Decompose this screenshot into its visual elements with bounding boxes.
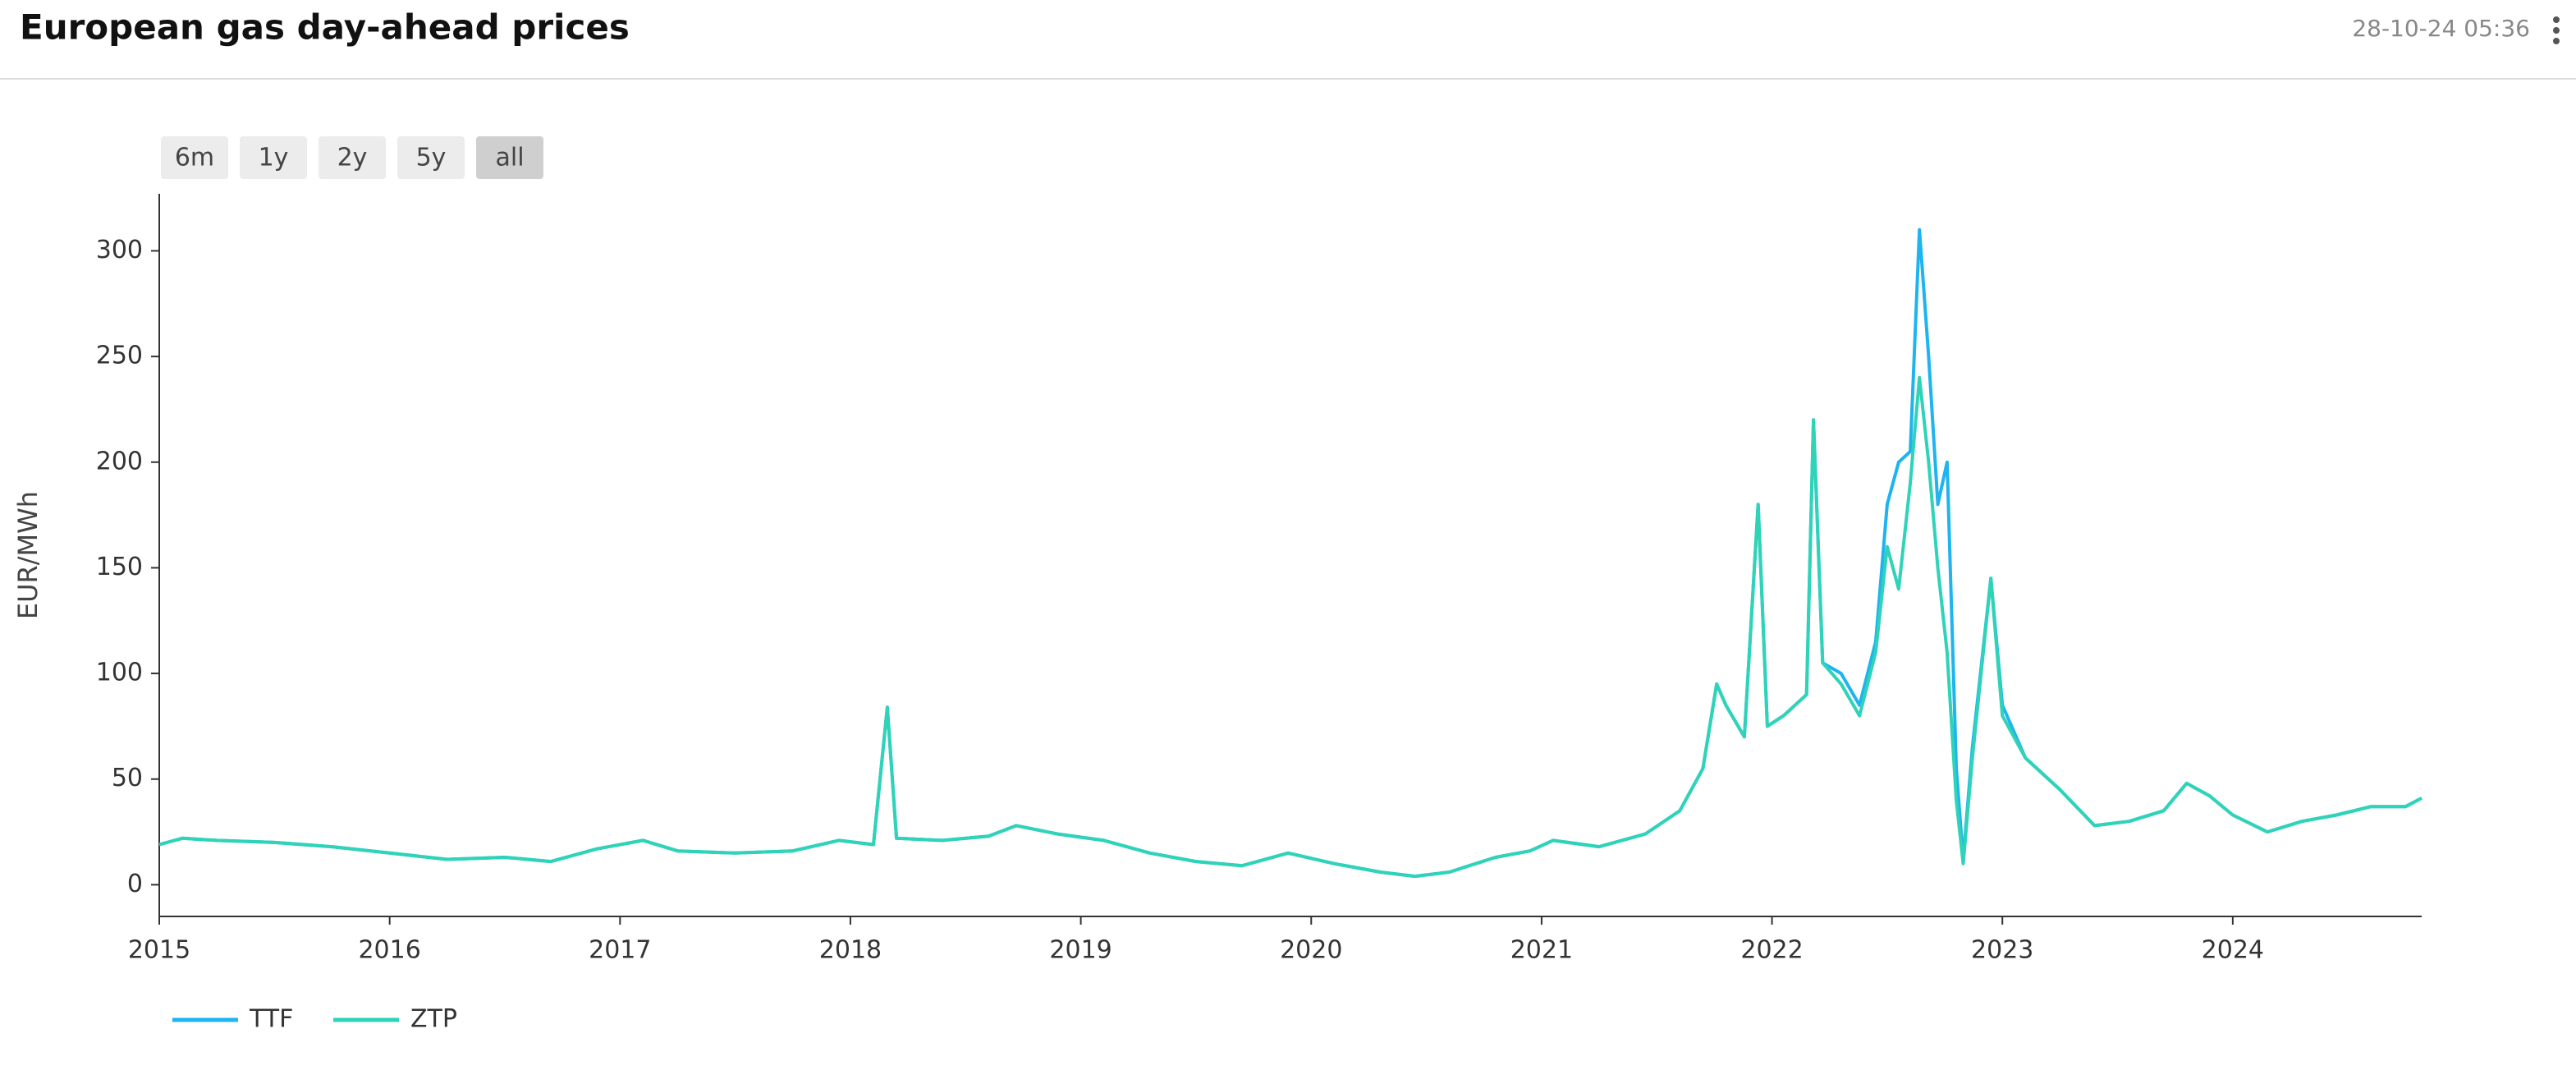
y-tick-label: 200	[96, 447, 143, 475]
x-tick-label: 2021	[1510, 936, 1573, 965]
y-tick-label: 150	[96, 553, 143, 581]
legend: TTF ZTP	[172, 1005, 457, 1034]
range-button-label[interactable]: all	[495, 144, 524, 172]
x-tick-label: 2015	[128, 936, 190, 965]
legend-label: TTF	[249, 1005, 293, 1034]
range-button[interactable]	[476, 136, 543, 179]
y-tick-label: 0	[127, 870, 143, 898]
x-tick-label: 2017	[589, 936, 651, 965]
timestamp: 28-10-24 05:36	[2352, 15, 2530, 42]
y-axis-label: EUR/MWh	[12, 491, 44, 619]
x-tick-label: 2020	[1280, 936, 1342, 965]
range-buttons: 6m 1y 2y 5y all	[161, 136, 543, 179]
range-button-label[interactable]: 1y	[259, 144, 289, 172]
y-tick-label: 300	[96, 236, 143, 264]
x-tick-label: 2019	[1049, 936, 1112, 965]
x-tick-label: 2024	[2202, 936, 2264, 965]
series-line	[158, 227, 2422, 879]
chart-title: European gas day-ahead prices	[20, 7, 630, 48]
menu-icon[interactable]	[2553, 16, 2560, 44]
x-tick-label: 2018	[819, 936, 882, 965]
series-line	[158, 375, 2422, 879]
range-button[interactable]	[319, 136, 386, 179]
range-button[interactable]	[240, 136, 307, 179]
range-button-label[interactable]: 2y	[337, 144, 368, 172]
y-tick-label: 100	[96, 659, 143, 687]
y-tick-label: 250	[96, 342, 143, 370]
legend-label: ZTP	[410, 1005, 457, 1034]
range-button[interactable]	[161, 136, 228, 179]
range-button-label[interactable]: 6m	[175, 144, 214, 172]
x-tick-label: 2016	[358, 936, 420, 965]
y-tick-label: 50	[112, 764, 143, 792]
x-tick-label: 2023	[1971, 936, 2033, 965]
x-tick-label: 2022	[1740, 936, 1803, 965]
range-button[interactable]	[397, 136, 465, 179]
range-button-label[interactable]: 5y	[416, 144, 447, 172]
